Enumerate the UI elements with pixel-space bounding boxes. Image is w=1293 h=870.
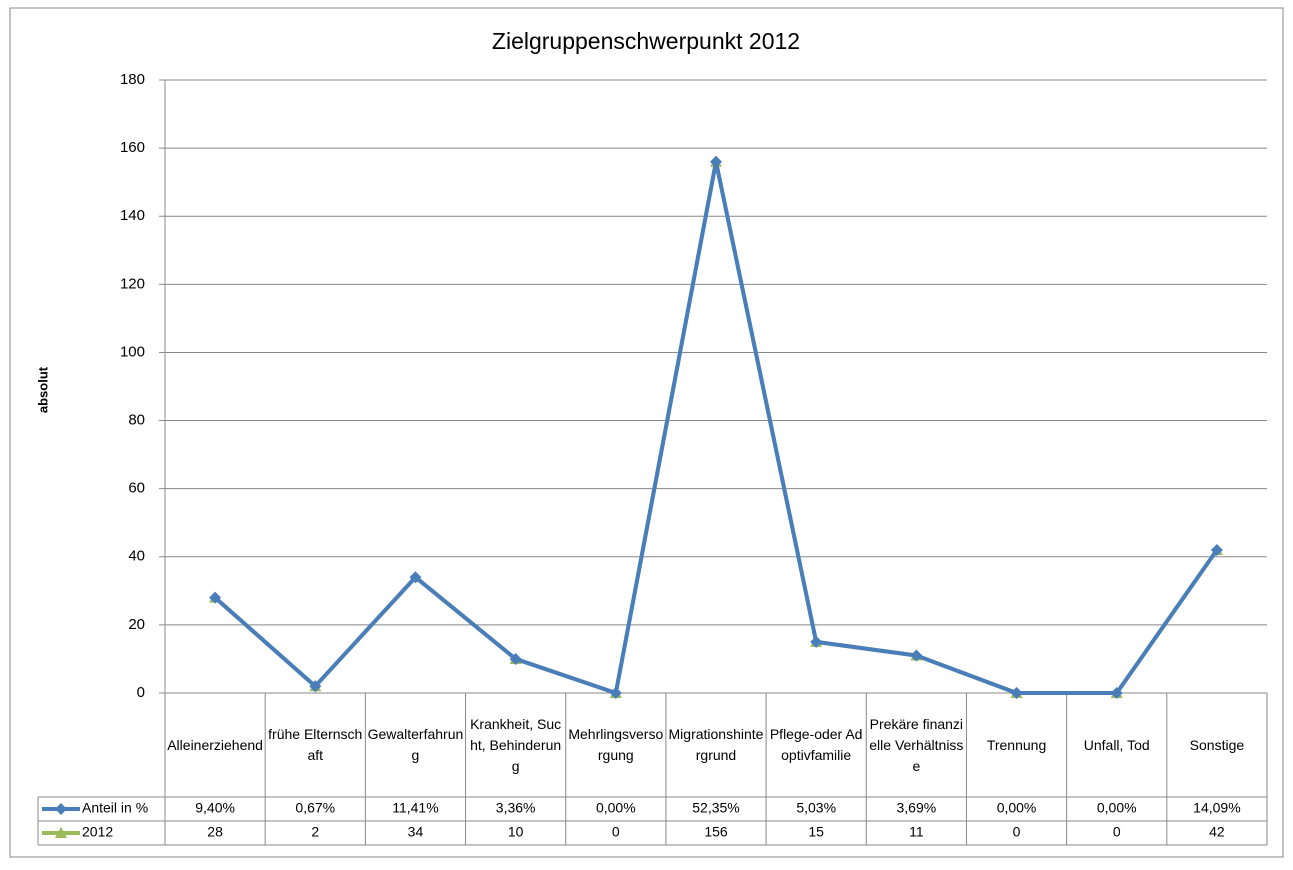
table-cell: 0 — [1113, 824, 1121, 840]
table-cell: 0,00% — [997, 800, 1037, 816]
category-cell: Mehrlingsversorgung — [568, 726, 664, 763]
y-tick-label: 180 — [120, 71, 145, 88]
x-tick-label: Krankheit, Sucht, Behinderung — [470, 715, 562, 774]
category-cell: Pflege-oder Adoptivfamilie — [769, 726, 863, 763]
data-point — [810, 635, 823, 648]
legend-label: Anteil in % — [82, 800, 148, 816]
y-tick-label: 0 — [137, 684, 145, 701]
data-point — [710, 155, 722, 168]
table-cell: 0,00% — [596, 800, 636, 816]
table-cell: 156 — [704, 824, 728, 840]
category-cell: Sonstige — [1189, 736, 1245, 753]
category-cell: Trennung — [986, 736, 1047, 753]
table-cell: 3,69% — [897, 800, 937, 816]
y-tick-label: 60 — [128, 480, 145, 497]
x-tick-label: frühe Elternschaft — [268, 726, 363, 763]
y-tick-label: 120 — [120, 275, 145, 292]
table-cell: 3,36% — [496, 800, 536, 816]
table-cell: 0,67% — [295, 800, 335, 816]
y-axis-label: absolut — [35, 366, 50, 413]
table-cell: 10 — [508, 824, 524, 840]
table-cell: 14,09% — [1193, 800, 1240, 816]
table-cell: 0,00% — [1097, 800, 1137, 816]
legend-marker — [55, 803, 67, 815]
x-tick-label: Pflege-oder Adoptivfamilie — [769, 726, 863, 763]
x-tick-label: Unfall, Tod — [1083, 736, 1150, 753]
table-cell: 28 — [207, 824, 223, 840]
x-tick-label: Alleinerziehend — [167, 736, 263, 753]
category-cell: Unfall, Tod — [1083, 736, 1150, 753]
table-cell: 2 — [311, 824, 319, 840]
data-point — [1110, 687, 1123, 699]
table-cell: 15 — [808, 824, 824, 840]
table-cell: 52,35% — [692, 800, 739, 816]
category-cell: Migrationshintergrund — [668, 726, 764, 763]
table-cell: 0 — [612, 824, 620, 840]
table-cell: 11,41% — [392, 800, 438, 816]
category-cell: frühe Elternschaft — [268, 726, 363, 763]
data-point — [409, 571, 422, 584]
x-tick-label: Sonstige — [1189, 736, 1245, 753]
category-cell: Prekäre finanzielle Verhältnisse — [869, 715, 964, 774]
chart-border — [9, 7, 1284, 858]
data-point — [309, 680, 322, 693]
y-tick-label: 40 — [128, 548, 145, 565]
data-point — [1210, 543, 1223, 556]
data-point — [609, 687, 622, 699]
legend-marker — [55, 827, 67, 838]
y-tick-label: 100 — [120, 343, 145, 360]
chart-title: Zielgruppenschwerpunkt 2012 — [492, 28, 800, 54]
data-point — [509, 652, 522, 665]
legend-label: 2012 — [82, 824, 113, 840]
data-point — [910, 649, 923, 662]
table-cell: 5,03% — [796, 800, 836, 816]
x-tick-label: Mehrlingsversorgung — [568, 726, 664, 763]
data-point — [209, 591, 222, 604]
x-tick-label: Gewalterfahrung — [367, 726, 464, 763]
x-tick-label: Migrationshintergrund — [668, 726, 764, 763]
y-tick-label: 140 — [120, 207, 145, 224]
table-cell: 0 — [1013, 824, 1021, 840]
x-tick-label: Trennung — [986, 736, 1047, 753]
x-tick-label: Prekäre finanzielle Verhältnisse — [869, 715, 964, 774]
table-cell: 34 — [408, 824, 424, 840]
y-tick-label: 160 — [120, 139, 145, 156]
category-cell: Alleinerziehend — [167, 736, 263, 753]
y-tick-label: 20 — [128, 616, 145, 633]
table-cell: 11 — [909, 824, 924, 840]
data-point — [1010, 687, 1023, 699]
table-cell: 42 — [1209, 824, 1225, 840]
table-cell: 9,40% — [195, 800, 235, 816]
category-cell: Krankheit, Sucht, Behinderung — [470, 715, 562, 774]
category-cell: Gewalterfahrung — [367, 726, 464, 763]
y-tick-label: 80 — [128, 412, 145, 429]
